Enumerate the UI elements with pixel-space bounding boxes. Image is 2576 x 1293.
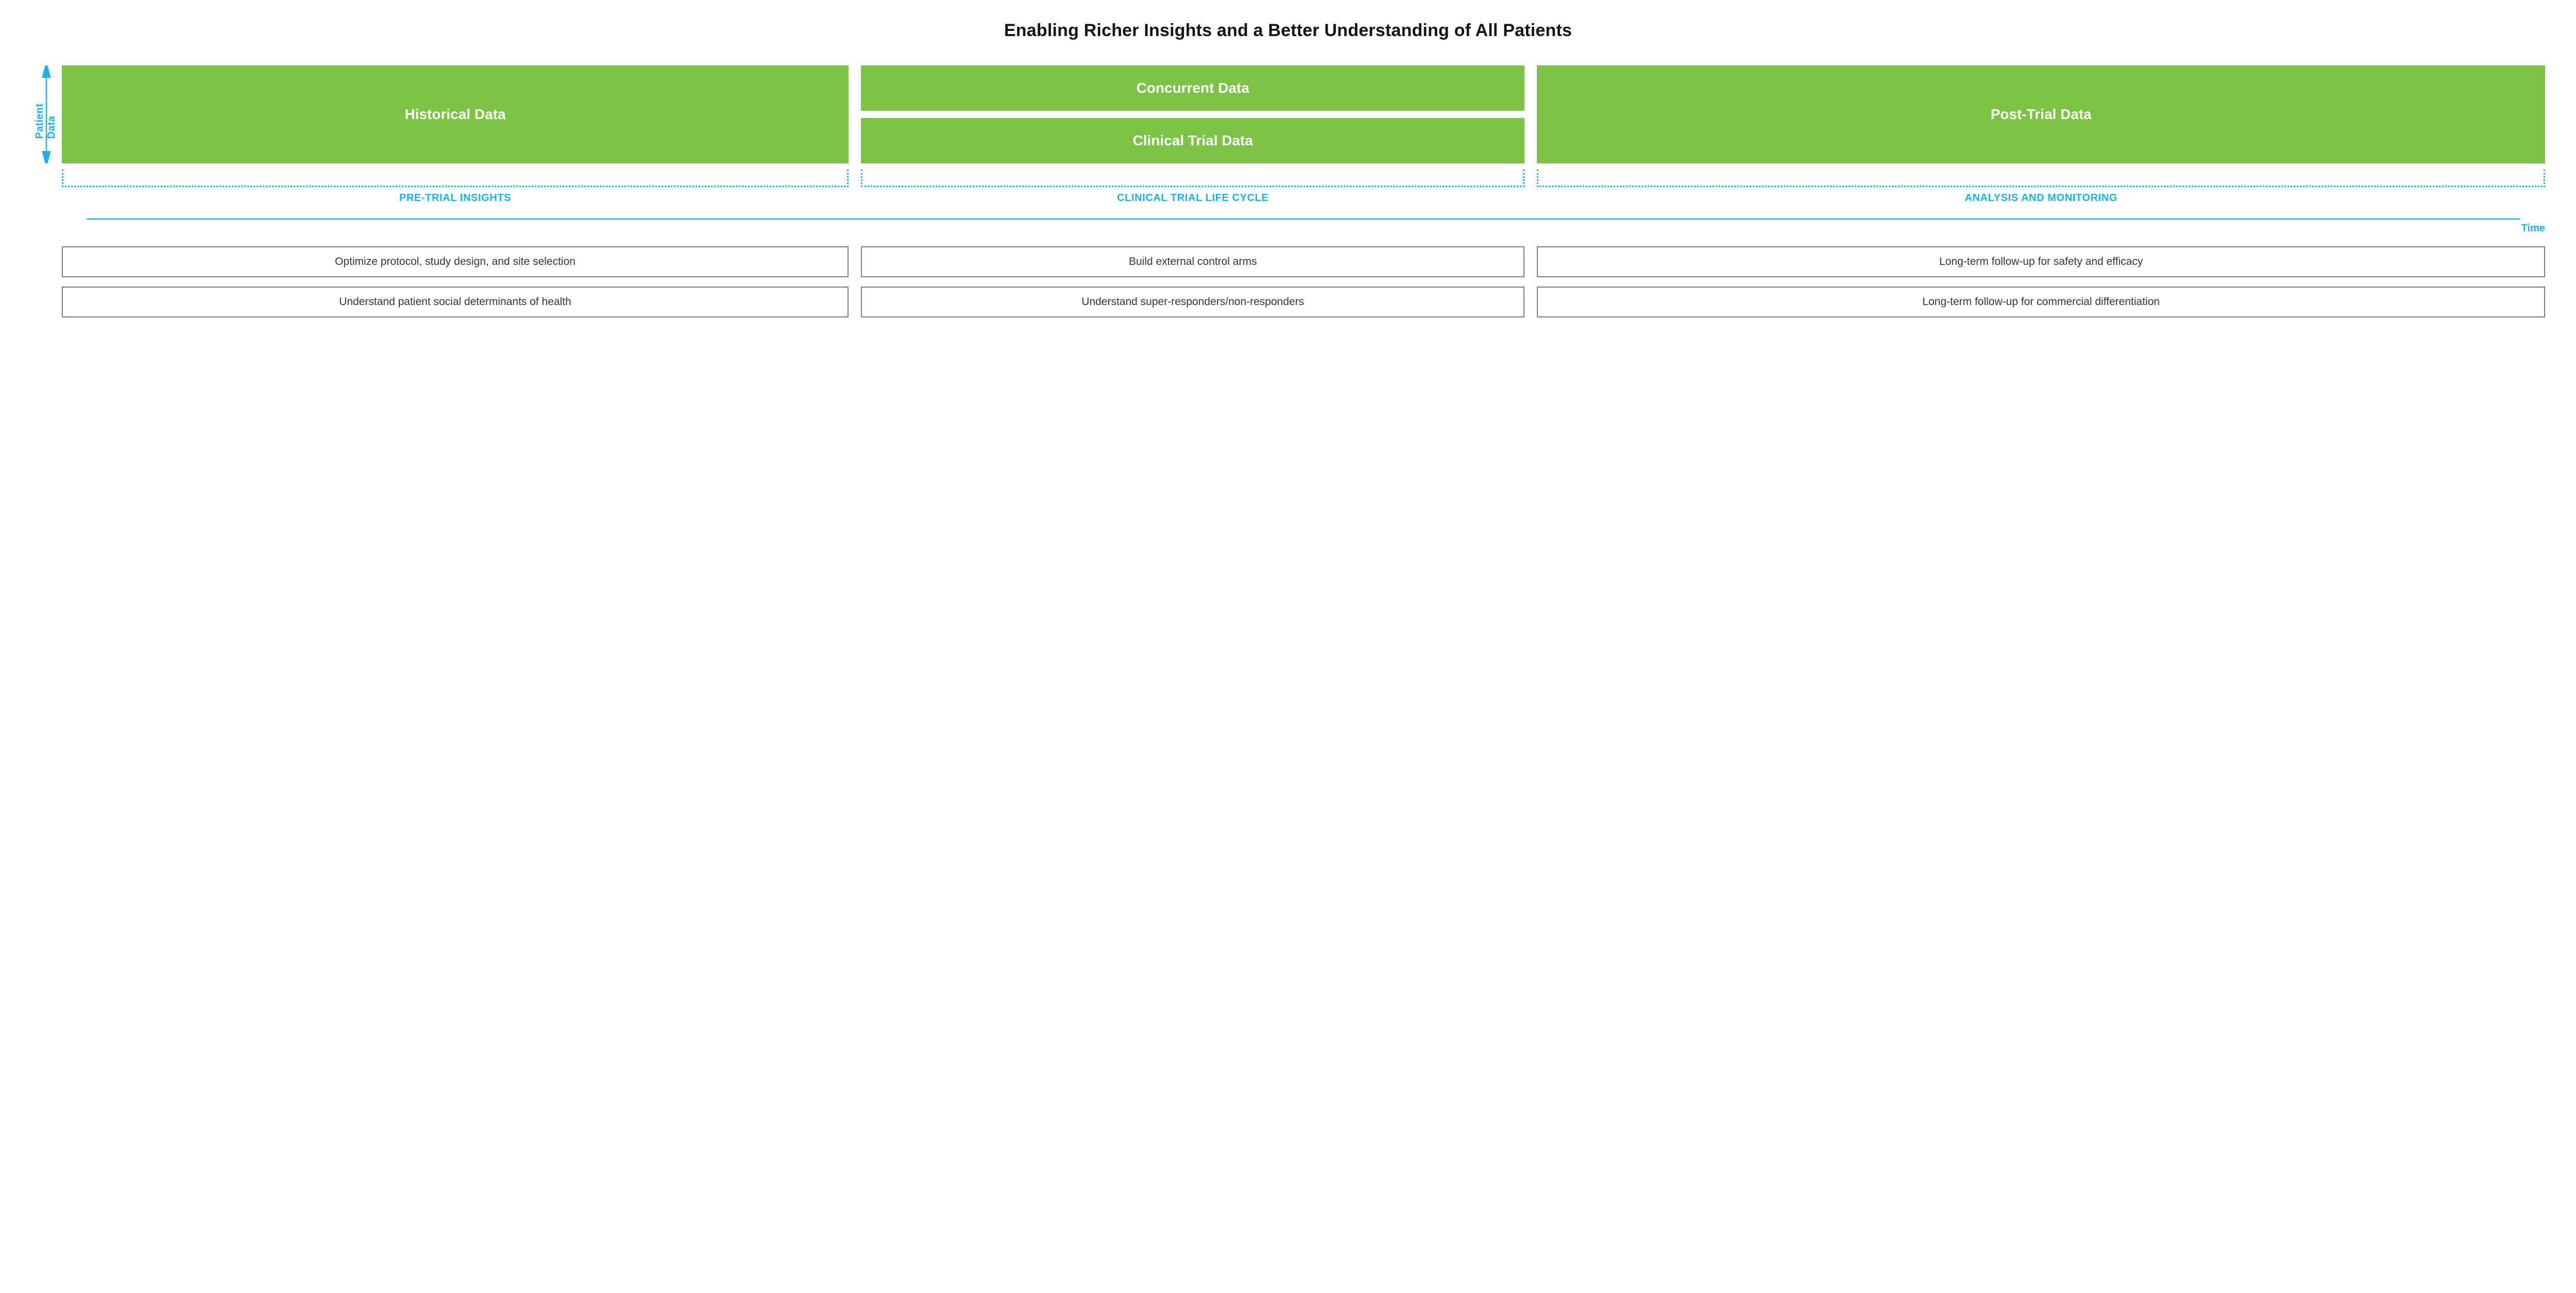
phase-bracket — [1537, 170, 2545, 187]
data-blocks-row: Historical Data Concurrent Data Clinical… — [62, 65, 2545, 163]
phase-brackets-row — [62, 170, 2545, 187]
double-arrow-horizontal-icon — [62, 215, 2545, 223]
post-trial-data-block: Post-Trial Data — [1537, 65, 2545, 163]
phase-bracket — [62, 170, 849, 187]
trial-data-stack: Concurrent Data Clinical Trial Data — [861, 65, 1524, 163]
phase-bracket — [861, 170, 1524, 187]
vertical-axis: Patient Data — [37, 65, 56, 163]
diagram-stage: Patient Data Historical Data Concurrent … — [31, 65, 2545, 317]
time-axis-label: Time — [2521, 223, 2545, 234]
historical-data-block: Historical Data — [62, 65, 849, 163]
info-box: Build external control arms — [861, 246, 1524, 277]
info-box: Long-term follow-up for safety and effic… — [1537, 246, 2545, 277]
info-box: Understand super-responders/non-responde… — [861, 287, 1524, 317]
vertical-axis-label: Patient Data — [34, 90, 58, 139]
page-title: Enabling Richer Insights and a Better Un… — [31, 21, 2545, 41]
phase-label-life: CLINICAL TRIAL LIFE CYCLE — [861, 192, 1524, 204]
info-box: Understand patient social determinants o… — [62, 287, 849, 317]
clinical-trial-data-block: Clinical Trial Data — [861, 118, 1524, 163]
info-box: Long-term follow-up for commercial diffe… — [1537, 287, 2545, 317]
phase-label-post: ANALYSIS AND MONITORING — [1537, 192, 2545, 204]
time-axis: Time — [62, 215, 2545, 233]
phase-label-pre: PRE-TRIAL INSIGHTS — [62, 192, 849, 204]
concurrent-data-block: Concurrent Data — [861, 65, 1524, 111]
phase-labels-row: PRE-TRIAL INSIGHTS CLINICAL TRIAL LIFE C… — [62, 192, 2545, 204]
info-box: Optimize protocol, study design, and sit… — [62, 246, 849, 277]
info-boxes-grid: Optimize protocol, study design, and sit… — [62, 246, 2545, 317]
